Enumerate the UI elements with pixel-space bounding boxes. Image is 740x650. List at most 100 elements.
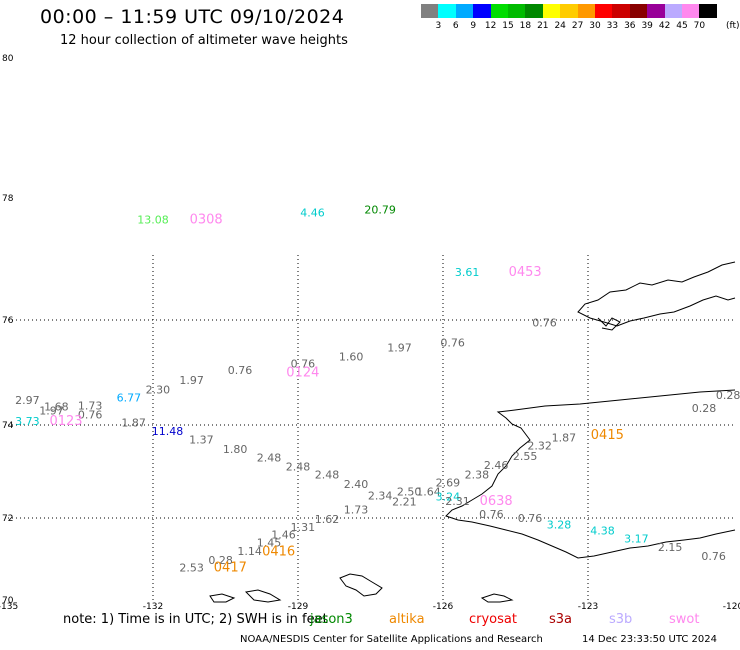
wave-height-value: 6.77 [117, 391, 142, 404]
wave-height-value: 2.48 [257, 451, 282, 464]
wave-height-value: 3.61 [455, 266, 480, 279]
coastline [480, 593, 514, 603]
wave-height-value: 0.28 [208, 554, 233, 567]
legend-swatch [560, 4, 578, 18]
legend-tick-label: 33 [606, 21, 619, 31]
satellite-legend-item: jason3 [310, 612, 353, 627]
wave-height-value: 1.60 [339, 350, 364, 363]
wave-height-value: 1.68 [44, 400, 69, 413]
legend-swatch [542, 4, 561, 18]
wave-height-value: 0.76 [701, 550, 726, 563]
wave-height-value: 1.80 [223, 443, 248, 456]
wave-height-value: 2.15 [658, 541, 683, 554]
legend-swatch [490, 4, 508, 18]
wave-height-value: 2.46 [484, 459, 509, 472]
wave-height-value: 1.45 [257, 537, 282, 550]
latitude-label: 70 [2, 596, 14, 606]
wave-height-value: 1.97 [387, 342, 412, 355]
legend-swatch [629, 4, 648, 18]
map-title: 00:00 – 11:59 UTC 09/10/2024 [40, 6, 345, 28]
legend-swatch [421, 4, 439, 18]
wave-height-value: 20.79 [364, 203, 396, 216]
wave-height-value: 2.48 [286, 461, 311, 474]
wave-height-value: 13.08 [137, 214, 169, 227]
wave-height-value: 2.21 [392, 495, 417, 508]
wave-height-value: 3.73 [15, 415, 40, 428]
longitude-label: -126 [433, 602, 454, 612]
coastline [244, 589, 282, 603]
wave-height-value: 3.24 [436, 490, 461, 503]
pass-time-label: 0417 [214, 560, 247, 575]
satellite-legend-item: s3b [609, 612, 633, 627]
wave-height-value: 11.48 [152, 425, 184, 438]
wave-height-value: 1.73 [344, 503, 369, 516]
legend-swatch [664, 4, 682, 18]
satellite-legend-item: s3a [549, 612, 573, 627]
footer-timestamp: 14 Dec 23:33:50 UTC 2024 [582, 634, 717, 645]
wave-height-value: 3.28 [547, 518, 572, 531]
wave-height-value: 2.40 [344, 478, 369, 491]
legend-swatch [455, 4, 474, 18]
legend-tick-label: 45 [676, 21, 688, 31]
legend-tick-label: 12 [484, 21, 497, 31]
wave-height-value: 4.46 [300, 206, 325, 219]
legend-tick-label: 27 [571, 21, 584, 31]
legend-tick-label: 30 [589, 21, 601, 31]
wave-height-value: 1.62 [315, 513, 340, 526]
wave-height-value: 1.73 [78, 399, 103, 412]
legend-swatch [612, 4, 630, 18]
wave-height-value: 0.28 [716, 389, 740, 402]
legend-unit: (ft) [726, 21, 740, 31]
longitude-label: -129 [288, 602, 309, 612]
satellite-legend-item: cryosat [469, 612, 517, 627]
pass-time-label: 0123 [49, 414, 82, 429]
map-subtitle: 12 hour collection of altimeter wave hei… [60, 33, 348, 48]
wave-height-value: 1.14 [237, 545, 262, 558]
wave-height-value: 2.30 [146, 384, 171, 397]
legend-tick-label: 9 [470, 21, 477, 31]
wave-height-value: 2.48 [315, 468, 340, 481]
wave-height-value: 1.87 [121, 416, 146, 429]
wave-height-value: 2.38 [465, 468, 490, 481]
legend-tick-label: 36 [624, 21, 636, 31]
legend-tick-label: 70 [693, 21, 706, 31]
wave-height-value: 3.17 [624, 533, 649, 546]
coastline [577, 261, 736, 327]
pass-time-label: 0124 [286, 366, 319, 381]
footer-organization: NOAA/NESDIS Center for Satellite Applica… [240, 634, 543, 645]
latitude-label: 74 [2, 421, 14, 431]
wave-height-value: 0.76 [291, 357, 316, 370]
wave-height-value: 1.46 [271, 529, 296, 542]
legend-swatch [473, 4, 491, 18]
legend-swatch [647, 4, 665, 18]
note-text: note: 1) Time is in UTC; 2) SWH is in fe… [63, 612, 328, 627]
latitude-label: 72 [2, 514, 13, 524]
latitude-label: 76 [2, 316, 14, 326]
coastline [209, 593, 236, 603]
pass-time-label: 0416 [262, 545, 295, 560]
coastline [339, 573, 383, 597]
wave-height-value: 0.28 [692, 402, 717, 415]
longitude-label: -123 [578, 602, 598, 612]
legend-tick-label: 6 [452, 21, 459, 31]
legend-tick-label: 39 [641, 21, 653, 31]
wave-height-value: 1.97 [39, 405, 64, 418]
longitude-label: -120 [723, 602, 740, 612]
legend-tick-label: 21 [537, 21, 549, 31]
legend-tick-label: 24 [554, 21, 566, 31]
wave-height-value: 0.76 [532, 316, 557, 329]
wave-height-value: 2.50 [397, 486, 422, 499]
wave-height-value: 1.64 [416, 486, 441, 499]
wave-height-value: 2.34 [368, 489, 393, 502]
wave-height-value: 1.97 [179, 374, 204, 387]
legend-tick-label: 18 [519, 21, 532, 31]
legend-swatch [595, 4, 613, 18]
legend-swatch [682, 4, 700, 18]
pass-time-label: 0415 [591, 428, 624, 443]
wave-height-value: 4.38 [590, 524, 615, 537]
wave-height-value: 2.32 [527, 440, 552, 453]
longitude-label: -132 [143, 602, 163, 612]
wave-height-value: 0.76 [440, 336, 465, 349]
wave-height-value: 0.76 [228, 364, 253, 377]
